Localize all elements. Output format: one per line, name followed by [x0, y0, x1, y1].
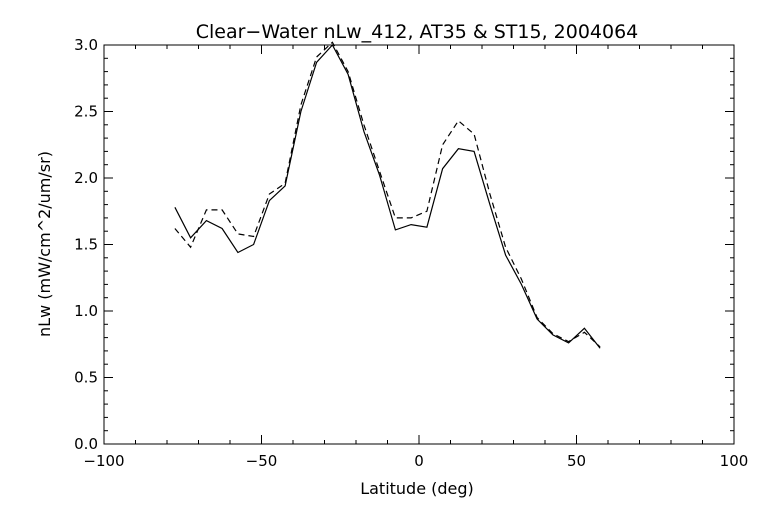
y-tick-label: 2.0: [74, 169, 98, 187]
x-tick-label: 100: [720, 452, 749, 470]
x-axis-ticks: [103, 45, 735, 444]
y-axis-tick-labels: 0.0 0.5 1.0 1.5 2.0 2.5 3.0: [74, 36, 98, 453]
chart-title: Clear−Water nLw_412, AT35 & ST15, 200406…: [196, 21, 639, 43]
x-tick-label: 50: [567, 452, 586, 470]
x-axis-label: Latitude (deg): [360, 479, 474, 498]
y-axis-ticks: [104, 44, 734, 445]
y-tick-label: 1.0: [74, 302, 98, 320]
dashed-series-line: [174, 41, 601, 348]
y-tick-label: 0.0: [74, 435, 98, 453]
x-tick-label: 0: [414, 452, 424, 470]
y-tick-label: 1.5: [74, 236, 98, 254]
series-lines: [174, 41, 601, 349]
y-axis-label: nLw (mW/cm^2/um/sr): [35, 151, 54, 337]
plot-frame: [103, 44, 735, 445]
x-tick-label: −50: [246, 452, 278, 470]
y-tick-label: 0.5: [74, 369, 98, 387]
y-tick-label: 2.5: [74, 103, 98, 121]
x-tick-label: −100: [83, 452, 124, 470]
x-axis-tick-labels: −100 −50 0 50 100: [83, 452, 748, 470]
solid-series-line: [174, 43, 601, 349]
y-tick-label: 3.0: [74, 36, 98, 54]
